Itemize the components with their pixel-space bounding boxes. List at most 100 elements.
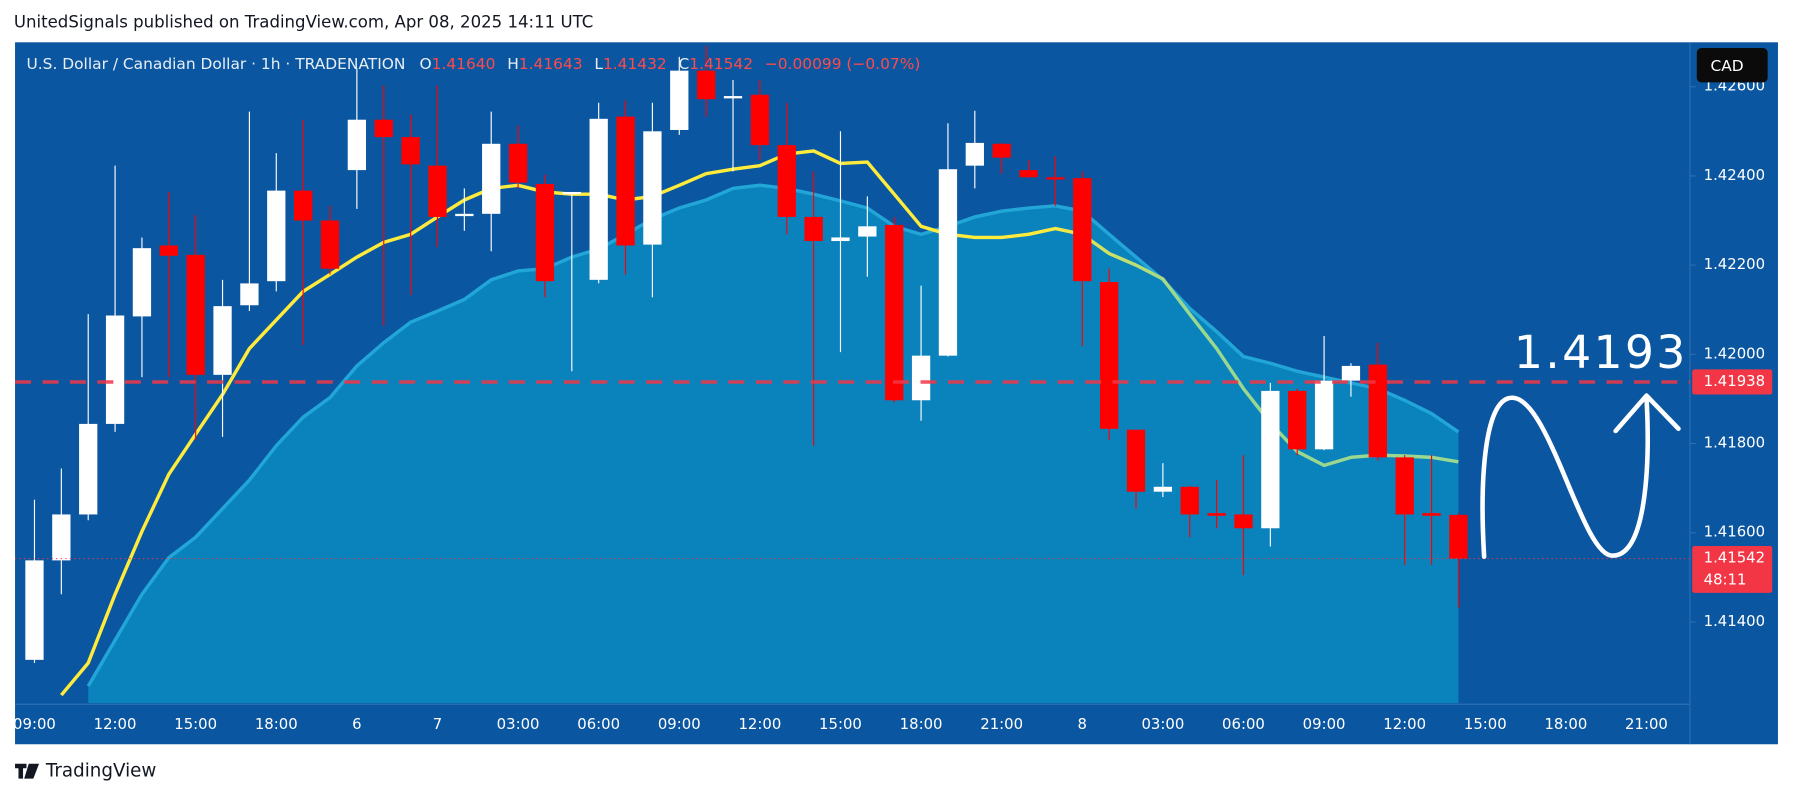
legend: U.S. Dollar / Canadian Dollar · 1h · TRA… <box>26 55 920 73</box>
candle-body <box>1126 429 1146 492</box>
ohlc-label: C <box>678 55 689 73</box>
candle-body <box>804 216 823 242</box>
candle-body <box>535 183 555 282</box>
x-tick-label: 21:00 <box>980 715 1023 733</box>
candle-body <box>267 190 286 282</box>
x-tick-label: 6 <box>352 715 361 733</box>
x-tick-label: 09:00 <box>658 715 701 733</box>
currency-label[interactable]: CAD <box>1711 57 1744 75</box>
candle-body <box>1234 514 1253 529</box>
candle-body <box>320 220 340 269</box>
ohlc-label: O <box>420 55 432 73</box>
x-tick-label: 21:00 <box>1625 715 1668 733</box>
candle-body <box>1314 380 1334 450</box>
x-tick-label: 06:00 <box>577 715 620 733</box>
ohlc-label: L <box>594 55 603 73</box>
area-edge <box>86 183 1460 688</box>
x-tick-label: 12:00 <box>94 715 137 733</box>
candle-body <box>643 131 662 245</box>
change: −0.00099 (−0.07%) <box>765 55 921 73</box>
ohlc-value: 1.41542 <box>689 55 753 73</box>
candle-body <box>670 70 689 130</box>
candle-body <box>52 514 71 561</box>
candle-body <box>616 116 635 246</box>
candle-body <box>911 355 931 401</box>
candle-body <box>374 119 393 138</box>
x-tick-label: 03:00 <box>497 715 540 733</box>
y-tick-label: 1.41400 <box>1704 612 1765 630</box>
forecast-arrow <box>1480 393 1681 560</box>
ohlc-value: 1.41640 <box>432 55 496 73</box>
overlay-layer: 1.41938 1.41542 48:11 <box>15 369 1773 593</box>
currency-button[interactable]: CAD <box>1696 48 1768 83</box>
y-tick-label: 1.41600 <box>1704 523 1765 541</box>
candle-body <box>1288 390 1307 450</box>
x-tick-label: 18:00 <box>255 715 298 733</box>
candle-body <box>777 145 796 217</box>
candle-body <box>1100 282 1119 429</box>
candle-body <box>1153 486 1173 492</box>
x-tick-label: 12:00 <box>738 715 781 733</box>
candle-body <box>1395 457 1414 515</box>
x-tick-label: 18:00 <box>900 715 943 733</box>
candle-body <box>132 248 152 317</box>
candle-body <box>750 94 770 146</box>
y-tick-label: 1.42200 <box>1704 255 1765 273</box>
candle-body <box>1368 364 1387 458</box>
x-tick-label: 15:00 <box>1464 715 1507 733</box>
y-tick-label: 1.41800 <box>1704 434 1765 452</box>
candle-body <box>401 137 420 165</box>
candle-body <box>347 119 367 171</box>
candle-body <box>293 190 313 221</box>
candle-body <box>455 213 474 217</box>
candle-body <box>159 245 178 256</box>
candle-body <box>1341 365 1361 381</box>
candle-body <box>186 254 205 375</box>
footer-text: TradingView <box>45 761 157 782</box>
candle-body <box>508 143 528 183</box>
candle-body <box>1207 513 1226 516</box>
x-tick-label: 12:00 <box>1383 715 1426 733</box>
x-tick-label: 7 <box>433 715 442 733</box>
candle-body <box>697 70 716 100</box>
logo-icon <box>15 763 40 779</box>
y-tick-label: 1.42000 <box>1704 344 1765 362</box>
candle-body <box>1046 177 1065 180</box>
candle-body <box>1073 178 1092 282</box>
last-price-label: 1.41542 <box>1704 549 1765 567</box>
candle-layer <box>25 45 1468 697</box>
candle-body <box>589 118 608 280</box>
y-tick-label: 1.42400 <box>1704 166 1765 184</box>
candle-body <box>562 191 581 195</box>
candle-body <box>938 169 958 356</box>
candle-body <box>428 165 447 217</box>
candle-body <box>858 226 877 237</box>
ohlc-value: 1.41432 <box>603 55 667 73</box>
candle-body <box>1019 170 1038 178</box>
x-tick-label: 18:00 <box>1544 715 1587 733</box>
footer-logo: TradingView <box>15 761 156 782</box>
candle-body <box>885 224 904 401</box>
x-tick-label: 15:00 <box>819 715 862 733</box>
candle-body <box>1180 486 1199 515</box>
ohlc-label: H <box>507 55 519 73</box>
candle-body <box>965 142 984 166</box>
candle-body <box>1261 390 1280 529</box>
candle-body <box>1449 514 1468 559</box>
candle-body <box>25 560 44 660</box>
target-tag <box>1692 369 1773 395</box>
candle-body <box>992 143 1011 158</box>
candle-body <box>1422 513 1441 516</box>
candle-body <box>831 237 850 242</box>
candle-body <box>79 423 98 515</box>
currency-button-bg[interactable] <box>1696 48 1768 83</box>
countdown: 48:11 <box>1704 570 1747 588</box>
x-tick-label: 09:00 <box>1303 715 1346 733</box>
last-price-tag <box>1692 546 1773 593</box>
ema-line <box>60 149 1459 697</box>
ohlc-value: 1.41643 <box>519 55 583 73</box>
candle-body <box>213 306 232 375</box>
x-tick-label: 8 <box>1078 715 1087 733</box>
x-tick-label: 09:00 <box>13 715 56 733</box>
